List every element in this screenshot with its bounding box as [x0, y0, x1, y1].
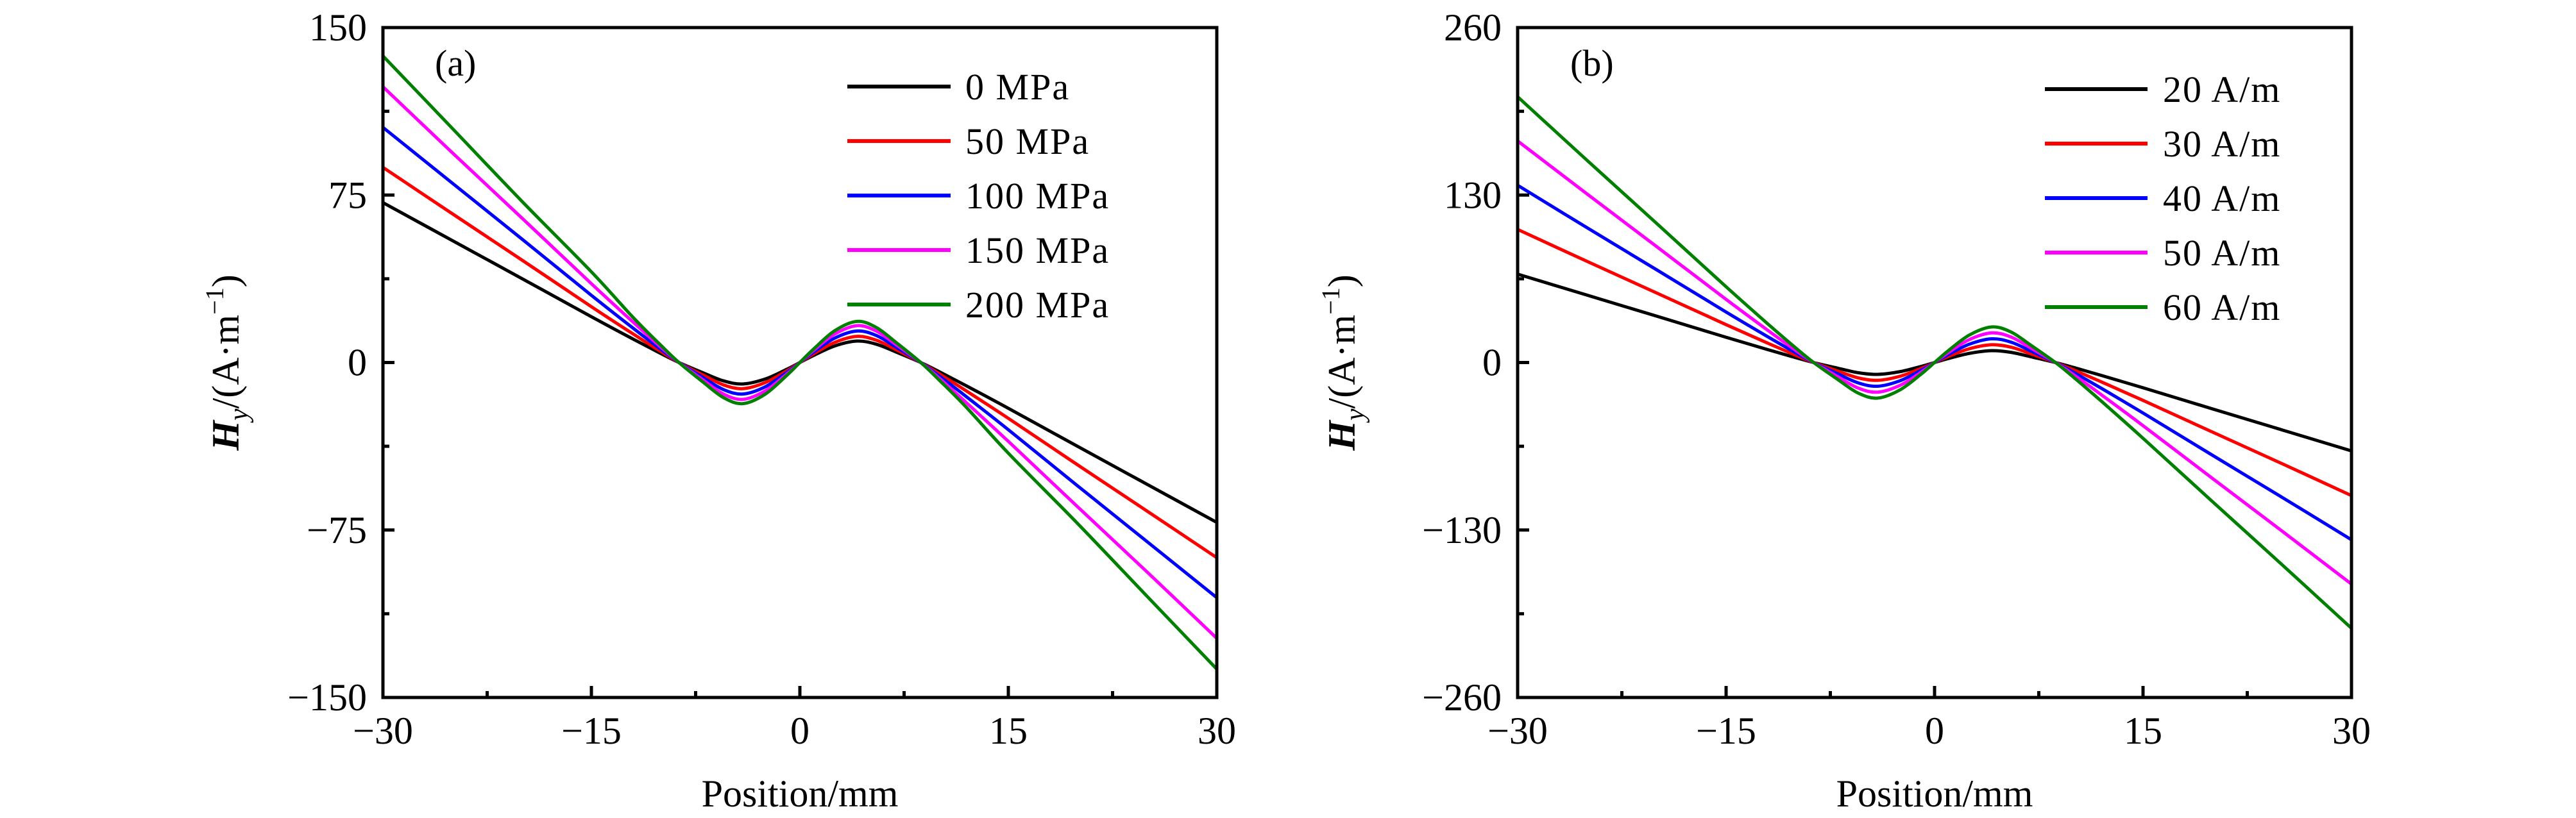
x-tick-label: 15	[989, 710, 1028, 752]
ticks-b	[1516, 26, 2353, 699]
legend-label: 40 A/m	[2163, 178, 2281, 219]
legend-item: 60 A/m	[2045, 287, 2281, 328]
y-axis-title-main-a: H	[205, 419, 247, 451]
legend-item: 150 MPa	[847, 230, 1110, 271]
y-axis-title-exp-b: −1	[1316, 287, 1345, 315]
x-tick-labels-b: −30 −15 0 15 30	[1487, 710, 2371, 752]
y-tick-label: −130	[1422, 509, 1502, 551]
x-tick-labels-a: −30 −15 0 15 30	[353, 710, 1236, 752]
y-axis-title-a: Hy/(A·m−1)	[200, 274, 254, 451]
x-tick-label: −15	[561, 710, 622, 752]
legend-item: 20 A/m	[2045, 69, 2281, 110]
x-tick-label: 15	[2124, 710, 2162, 752]
y-axis-title-sub-b: y	[1341, 408, 1370, 423]
y-axis-title-suffix-b: )	[1321, 274, 1363, 287]
legend-label: 200 MPa	[965, 284, 1110, 326]
legend-label: 50 A/m	[2163, 232, 2281, 274]
x-tick-label: −30	[353, 710, 413, 752]
x-tick-label: 0	[1925, 710, 1944, 752]
legend-item: 30 A/m	[2045, 123, 2281, 165]
legend-item: 50 A/m	[2045, 232, 2281, 274]
y-tick-label: −260	[1422, 676, 1502, 719]
x-axis-title-a: Position/mm	[702, 772, 899, 815]
x-axis-title-b: Position/mm	[1836, 772, 2033, 815]
series-line-a-4	[381, 54, 1219, 671]
y-axis-title-unit-a: /(A·m	[205, 315, 247, 409]
legend-item: 50 MPa	[847, 121, 1090, 162]
x-tick-label: 30	[2332, 710, 2371, 752]
legend-label: 150 MPa	[965, 230, 1110, 271]
series-line-b-4	[1516, 95, 2353, 630]
series-layer-b	[1516, 95, 2353, 630]
y-tick-label: 260	[1444, 6, 1502, 49]
x-tick-label: 0	[790, 710, 809, 752]
y-tick-label: 0	[1482, 342, 1502, 384]
panel-label-a: (a)	[435, 42, 476, 84]
legend-label: 20 A/m	[2163, 69, 2281, 110]
y-tick-label: 130	[1444, 174, 1502, 216]
series-layer-a	[381, 54, 1219, 671]
y-tick-labels-b: −260 −130 0 130 260	[1422, 6, 1502, 719]
legend-a: 0 MPa 50 MPa 100 MPa 150 MPa 200 MPa	[847, 66, 1110, 326]
y-tick-label: −75	[307, 509, 367, 551]
y-axis-title-suffix-a: )	[205, 274, 247, 287]
y-tick-label: 75	[328, 174, 367, 216]
y-tick-label: 150	[309, 6, 367, 49]
x-tick-label: −15	[1696, 710, 1756, 752]
y-tick-label: −150	[287, 676, 367, 719]
legend-label: 100 MPa	[965, 175, 1110, 217]
legend-item: 40 A/m	[2045, 178, 2281, 219]
legend-label: 30 A/m	[2163, 123, 2281, 165]
legend-item: 200 MPa	[847, 284, 1110, 326]
panel-label-b: (b)	[1570, 42, 1614, 84]
legend-label: 60 A/m	[2163, 287, 2281, 328]
x-tick-label: 30	[1198, 710, 1236, 752]
y-axis-title-unit-b: /(A·m	[1321, 315, 1363, 409]
legend-item: 0 MPa	[847, 66, 1070, 108]
legend-b: 20 A/m 30 A/m 40 A/m 50 A/m 60 A/m	[2045, 69, 2281, 328]
y-axis-title-main-b: H	[1321, 419, 1363, 451]
y-axis-title-sub-a: y	[225, 408, 254, 423]
panel-b: −260 −130 0 130 260 −30 −15 0 15 30 (b) Position…	[1316, 6, 2371, 815]
ticks-a	[381, 26, 1219, 699]
y-axis-title-exp-a: −1	[200, 287, 229, 315]
x-tick-label: −30	[1487, 710, 1548, 752]
legend-label: 50 MPa	[965, 121, 1090, 162]
legend-item: 100 MPa	[847, 175, 1110, 217]
y-tick-label: 0	[348, 342, 367, 384]
y-axis-title-b: Hy/(A·m−1)	[1316, 274, 1370, 451]
y-tick-labels-a: −150 −75 0 75 150	[287, 6, 367, 719]
legend-label: 0 MPa	[965, 66, 1070, 108]
